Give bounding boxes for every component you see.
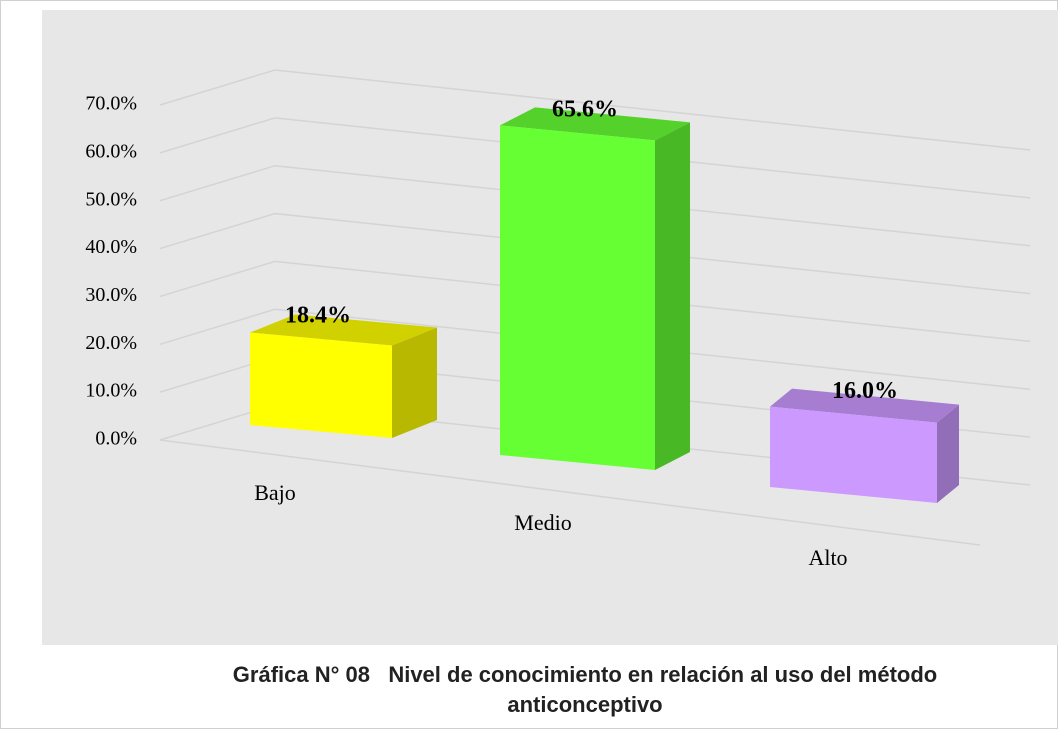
x-tick-label: Bajo bbox=[254, 480, 296, 505]
bar-top bbox=[250, 314, 437, 346]
grid-line bbox=[159, 308, 1031, 391]
bar bbox=[770, 406, 937, 503]
value-label: 65.6% bbox=[552, 96, 618, 122]
y-tick-label: 20.0% bbox=[85, 332, 137, 354]
grid-line bbox=[159, 164, 1031, 247]
bar bbox=[250, 332, 392, 438]
y-tick-label: 0.0% bbox=[95, 428, 137, 450]
bar-side bbox=[655, 122, 690, 471]
x-tick-label: Alto bbox=[808, 545, 847, 570]
floor-edge bbox=[159, 439, 981, 546]
value-label: 16.0% bbox=[832, 378, 898, 404]
grid-line bbox=[159, 212, 1031, 295]
y-tick-label: 30.0% bbox=[85, 284, 137, 306]
chart-title: Gráfica N° 08 Nivel de conocimiento en r… bbox=[232, 662, 950, 717]
y-tick-label: 50.0% bbox=[85, 188, 137, 210]
y-tick-label: 60.0% bbox=[85, 140, 137, 162]
bar-top bbox=[500, 107, 690, 141]
grid-line bbox=[159, 69, 1031, 151]
y-tick-label: 10.0% bbox=[85, 380, 137, 402]
bar bbox=[500, 125, 655, 471]
grid-line bbox=[159, 117, 1031, 199]
grid-line bbox=[159, 260, 1031, 343]
value-label: 18.4% bbox=[285, 303, 351, 329]
x-tick-label: Medio bbox=[514, 510, 571, 535]
bar-side bbox=[392, 327, 437, 438]
bar-side bbox=[937, 404, 959, 503]
bar-top bbox=[770, 388, 959, 423]
y-tick-label: 70.0% bbox=[85, 93, 137, 115]
y-tick-label: 40.0% bbox=[85, 236, 137, 258]
